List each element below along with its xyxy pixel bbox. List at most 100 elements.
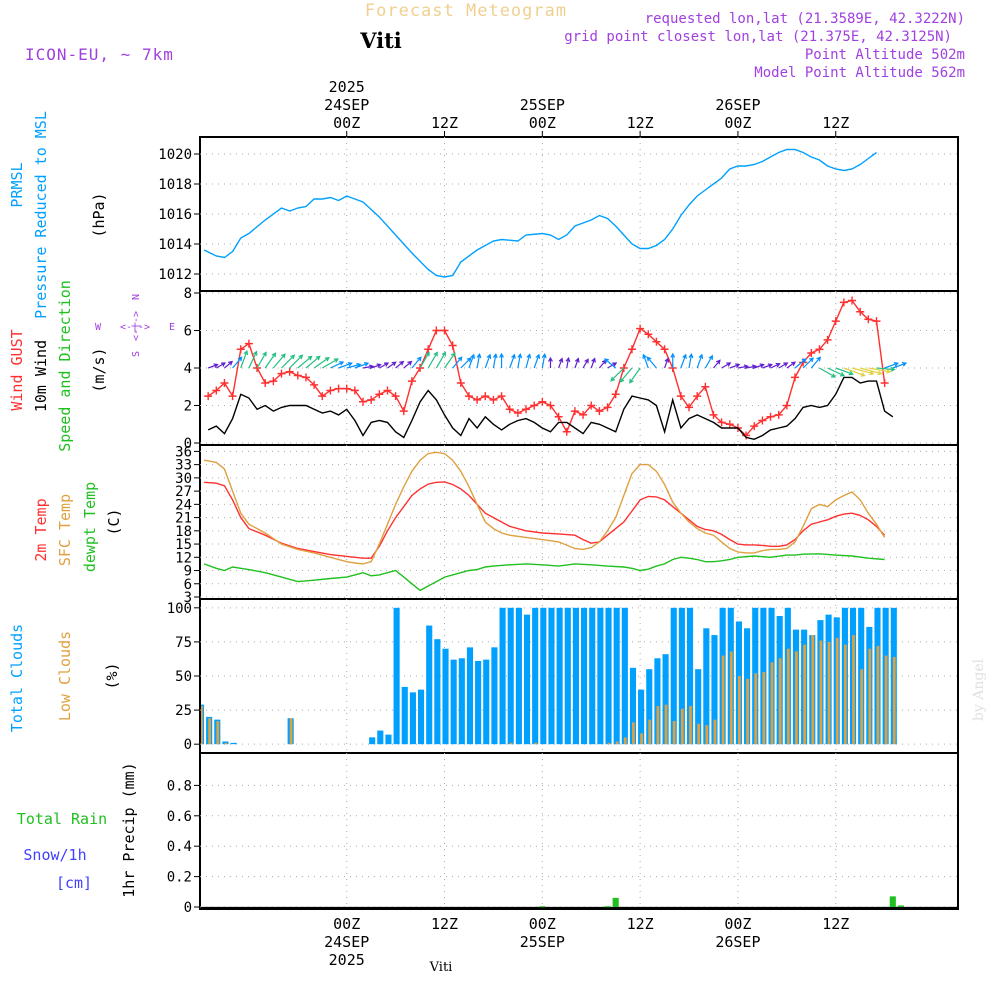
series-line-prmsl (203, 148, 877, 278)
gust-marker (448, 341, 457, 350)
wind-arrow (868, 367, 892, 374)
wind-arrow (468, 353, 475, 369)
panel-frame (199, 752, 959, 910)
total-cloud-bar (499, 607, 506, 745)
top-time-label: 24SEP (324, 96, 369, 114)
y-tick-label: 21 (175, 511, 192, 527)
wind-arrow (778, 362, 789, 369)
y-tick-label: 1014 (158, 237, 192, 253)
y-tick-label: 1020 (158, 147, 192, 163)
low-cloud-bar (623, 737, 627, 745)
wind-arrow (289, 354, 304, 369)
gust-marker (750, 422, 759, 431)
gust-marker (774, 410, 783, 419)
grid-point-coords: grid point closest lon,lat (21.375E, 42.… (564, 29, 952, 45)
wind-arrow (321, 358, 339, 369)
left-label: Total Rain (17, 810, 107, 828)
gust-marker (554, 412, 563, 421)
low-cloud-bar (705, 725, 709, 745)
low-cloud-bar (770, 662, 774, 745)
left-label: Pressure Reduced to MSL (32, 111, 50, 319)
total-cloud-bar (426, 625, 433, 745)
total-cloud-bar (638, 689, 645, 745)
low-cloud-bar (835, 637, 839, 745)
wind-arrow (419, 351, 430, 369)
series-line-2m-temp (204, 481, 886, 559)
credit: by Angel (971, 658, 987, 721)
gust-marker (644, 330, 653, 339)
left-label: (hPa) (90, 192, 108, 237)
low-cloud-bar (632, 722, 635, 745)
gust-marker (350, 386, 359, 395)
wind-arrow (452, 356, 463, 369)
gust-marker (652, 337, 661, 346)
gust-marker (676, 392, 685, 401)
gust-marker (856, 307, 865, 316)
wind-arrow (876, 366, 896, 372)
top-time-label: 25SEP (520, 96, 565, 114)
wind-arrow (629, 367, 641, 384)
wind-arrow (517, 352, 523, 369)
left-label: Total Clouds (8, 624, 26, 732)
gust-marker (864, 315, 873, 324)
total-cloud-bar (589, 607, 596, 745)
wind-arrow (696, 353, 704, 369)
wind-arrow (427, 351, 438, 369)
bottom-time-label: 24SEP (324, 933, 369, 951)
left-label: 1hr Precip (mm) (120, 762, 138, 897)
gust-marker (399, 407, 408, 416)
bottom-time-label: 00Z (724, 915, 751, 933)
wind-arrow (264, 352, 277, 369)
y-tick-label: 0.6 (167, 809, 192, 825)
gust-marker (701, 382, 710, 391)
wind-arrow (387, 361, 397, 369)
series-line-wind-gust (207, 299, 886, 437)
total-cloud-bar (678, 607, 685, 745)
compass-east: E (169, 322, 175, 333)
total-cloud-bar (711, 635, 718, 745)
y-tick-label: 3 (184, 590, 192, 606)
wind-arrow (313, 356, 330, 369)
top-time-label: 26SEP (715, 96, 760, 114)
gust-marker (627, 345, 636, 354)
wind-arrow (843, 367, 866, 377)
gust-marker (424, 345, 433, 354)
wind-arrow (379, 362, 390, 369)
left-label: PRMSL (8, 162, 26, 207)
low-cloud-bar (224, 742, 228, 745)
low-cloud-bar (803, 644, 806, 745)
model-altitude: Model Point Altitude 562m (754, 65, 965, 81)
gust-marker (359, 397, 368, 406)
bottom-time-label: 2025 (329, 951, 365, 969)
low-cloud-bar (868, 648, 872, 745)
gust-marker (815, 345, 824, 354)
gust-marker (790, 373, 799, 382)
wind-arrow (492, 352, 498, 369)
y-tick-label: 6 (184, 324, 192, 340)
gust-marker (587, 401, 596, 410)
gust-marker (611, 390, 620, 399)
series-line-10m-wind (207, 376, 894, 441)
low-cloud-bar (754, 673, 758, 745)
wind-arrow (499, 352, 505, 368)
wind-arrow (835, 367, 854, 376)
gust-marker (831, 317, 840, 326)
left-label: dewpt Temp (81, 482, 99, 572)
gust-marker (383, 386, 392, 395)
low-cloud-bar (892, 656, 896, 745)
low-cloud-bar (672, 721, 676, 745)
y-tick-label: 30 (175, 471, 192, 487)
wind-arrow (256, 351, 267, 369)
gust-marker (367, 395, 376, 404)
total-cloud-bar (515, 607, 522, 745)
bottom-time-label: 12Z (822, 915, 849, 933)
panel-5: 0 0.2 0.4 0.6 0.8 Total Rain Snow/1h [cm] 1hr Pr… (17, 752, 959, 916)
wind-arrow (754, 363, 765, 369)
y-tick-label: 0 (184, 900, 192, 916)
wind-arrow (590, 357, 596, 369)
gust-marker (570, 407, 579, 416)
wind-arrow (476, 352, 482, 369)
wind-arrow (460, 357, 472, 369)
gust-marker (505, 405, 514, 414)
y-tick-label: 0.4 (167, 839, 192, 855)
